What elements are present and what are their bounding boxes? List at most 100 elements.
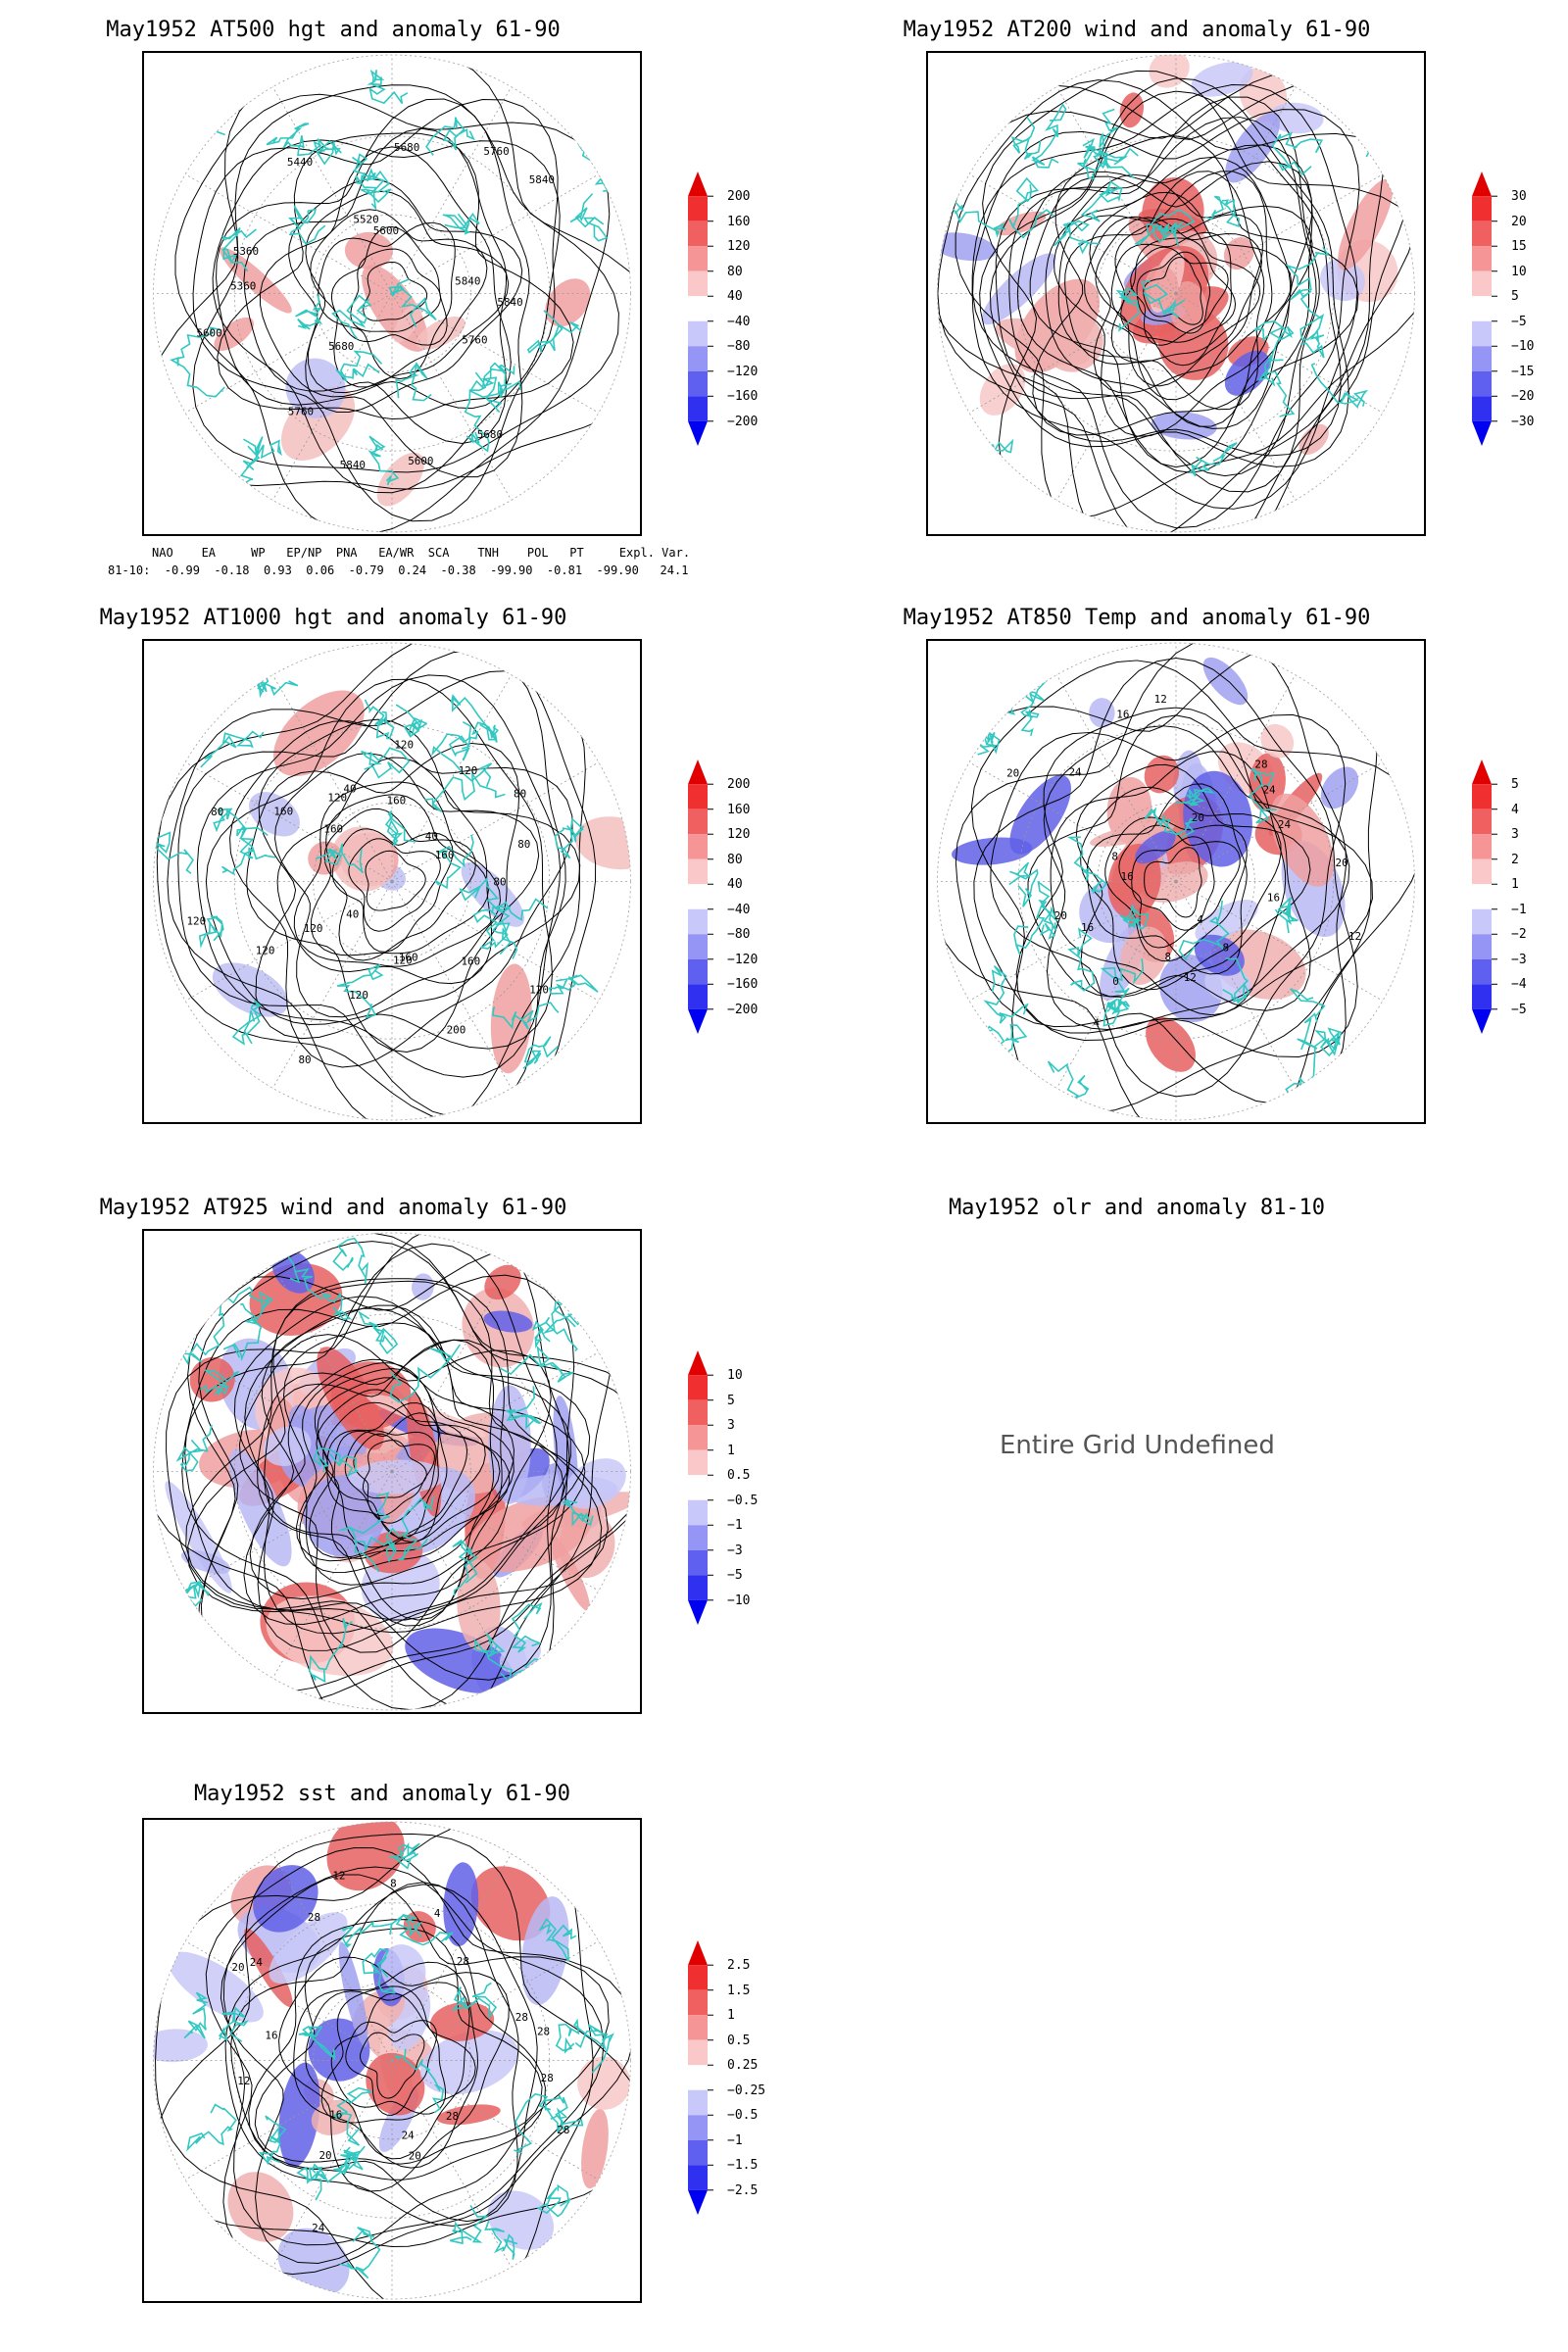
colorbar-label: −120 xyxy=(727,364,759,379)
colorbar-bottom-arrow xyxy=(688,2189,708,2215)
contour-label: 8 xyxy=(1164,951,1171,963)
contour-label: 120 xyxy=(349,989,368,1002)
colorbar-label: −40 xyxy=(727,314,751,329)
contour-label: 40 xyxy=(346,907,359,920)
colorbar-label: 2 xyxy=(1511,852,1519,867)
contour-label: 80 xyxy=(211,806,223,818)
contour-label: 8 xyxy=(1111,851,1118,863)
contour-label: 5680 xyxy=(477,428,503,441)
colorbar-label: −5 xyxy=(727,1568,743,1584)
contour-label: 12 xyxy=(1184,971,1197,984)
contour-label: 8 xyxy=(390,1878,397,1890)
contour-label: 20 xyxy=(1054,909,1067,922)
contour-label: 12 xyxy=(332,1869,345,1882)
colorbar-label: −1 xyxy=(1511,902,1527,917)
colorbar-label: −2 xyxy=(1511,927,1527,943)
contour-label: 80 xyxy=(517,838,530,851)
contour-label: 16 xyxy=(329,2109,342,2122)
colorbar-label: 160 xyxy=(727,802,751,817)
colorbar-label: 160 xyxy=(727,214,751,229)
colorbar-label: 0.25 xyxy=(727,2058,759,2074)
panel-title-sst: May1952 sst and anomaly 61-90 xyxy=(193,1782,571,1806)
contour-label: 28 xyxy=(1254,759,1267,771)
colorbar-top-arrow xyxy=(688,1350,708,1376)
contour-label: 5680 xyxy=(328,340,354,353)
colorbar-label: 1 xyxy=(727,2008,735,2024)
colorbar-label: −1.5 xyxy=(727,2158,759,2174)
colorbar-label: 10 xyxy=(727,1368,743,1384)
panel-title-at200: May1952 AT200 wind and anomaly 61-90 xyxy=(903,18,1371,42)
contour-label: 120 xyxy=(394,739,414,752)
contour-label: 28 xyxy=(308,1911,320,1924)
colorbar-at850: 5 4 3 2 1 −1 −2 −3 −4 −5 xyxy=(1470,760,1568,1034)
contour-label: 12 xyxy=(1348,930,1361,943)
colorbar-label: −5 xyxy=(1511,314,1527,329)
colorbar-label: −10 xyxy=(1511,339,1535,355)
colorbar-bottom-arrow xyxy=(688,1008,708,1034)
contour-label: 20 xyxy=(1006,766,1019,779)
colorbar-label: 1.5 xyxy=(727,1983,751,1998)
panel-title-olr: May1952 olr and anomaly 81-10 xyxy=(948,1196,1326,1220)
contour-label: 28 xyxy=(446,2110,459,2123)
colorbar-label: −4 xyxy=(1511,977,1527,993)
colorbar-label: 0.5 xyxy=(727,2033,751,2048)
colorbar-label: 5 xyxy=(1511,289,1519,305)
colorbar-label: −20 xyxy=(1511,389,1535,405)
colorbar-label: 1 xyxy=(1511,877,1519,893)
colorbar-at200: 30 20 15 10 5 −5 −10 −15 −20 −30 xyxy=(1470,172,1568,446)
contour-label: 5360 xyxy=(230,280,256,293)
map-frame-at850: 16 12 8 4 12 8 4 0 16 20 16 8 20 24 16 12 20 28 24 24 20 xyxy=(926,639,1426,1124)
contour-label: 160 xyxy=(435,849,455,861)
colorbar-label: −3 xyxy=(727,1543,743,1558)
contour-label: 4 xyxy=(1094,1017,1101,1030)
contour-label: 24 xyxy=(1278,818,1292,831)
map-frame-at200 xyxy=(926,51,1426,536)
colorbar-label: −1 xyxy=(727,1518,743,1534)
colorbar-label: −160 xyxy=(727,977,759,993)
contour-label: 0 xyxy=(1112,975,1119,988)
colorbar-label: 1 xyxy=(727,1443,735,1458)
undefined-grid-message: Entire Grid Undefined xyxy=(1000,1431,1275,1460)
contour-label: 5760 xyxy=(462,334,487,347)
map-frame-at1000: 80 120 160 200 160 120 120 80 40 120 120 120 80 160 16… xyxy=(142,639,642,1124)
colorbar-label: −10 xyxy=(727,1592,751,1608)
colorbar-label: 3 xyxy=(727,1418,735,1434)
contour-label: 28 xyxy=(541,2072,554,2084)
map-frame-at925 xyxy=(142,1229,642,1714)
contour-label: 80 xyxy=(298,1054,311,1066)
contour-label: 5840 xyxy=(497,296,522,309)
contour-label: 12 xyxy=(1154,693,1167,706)
colorbar-label: −0.5 xyxy=(727,2108,759,2124)
contour-label: 28 xyxy=(515,2011,528,2024)
contour-label: 28 xyxy=(537,2026,550,2038)
contour-label: 5840 xyxy=(340,459,366,471)
colorbar-label: 120 xyxy=(727,827,751,843)
colorbar-top-arrow xyxy=(1472,760,1492,785)
panel-title-at925: May1952 AT925 wind and anomaly 61-90 xyxy=(99,1196,567,1220)
contour-label: 16 xyxy=(1267,891,1280,904)
contour-label: 16 xyxy=(1081,921,1094,934)
contour-label: 160 xyxy=(387,794,407,807)
colorbar-label: 10 xyxy=(1511,264,1527,279)
contour-label: 120 xyxy=(393,955,413,967)
colorbar-label: −80 xyxy=(727,927,751,943)
contour-label: 120 xyxy=(529,984,549,997)
contour-label: 20 xyxy=(1336,857,1348,869)
colorbar-top-arrow xyxy=(688,172,708,197)
contour-label: 24 xyxy=(1262,784,1276,797)
contour-label: 12 xyxy=(237,2075,250,2087)
colorbar-bottom-arrow xyxy=(688,1599,708,1625)
contour-label: 120 xyxy=(459,764,478,777)
colorbar-label: 80 xyxy=(727,852,743,867)
contour-label: 5760 xyxy=(288,406,314,418)
map-frame-sst: 28 28 28 24 20 24 20 16 12 16 20 24 28 12 8 4 28 28 28 xyxy=(142,1818,642,2303)
colorbar-label: 120 xyxy=(727,239,751,255)
contour-label: 20 xyxy=(409,2149,421,2162)
contour-label: 40 xyxy=(425,830,438,843)
colorbar-label: −1 xyxy=(727,2132,743,2148)
teleconnection-index-header: NAO EA WP EP/NP PNA EA/WR SCA TNH POL PT… xyxy=(152,546,691,560)
contour-label: 28 xyxy=(557,2124,569,2136)
contour-label: 5440 xyxy=(287,156,313,169)
colorbar-label: 4 xyxy=(1511,802,1519,817)
colorbar-label: −2.5 xyxy=(727,2182,759,2198)
